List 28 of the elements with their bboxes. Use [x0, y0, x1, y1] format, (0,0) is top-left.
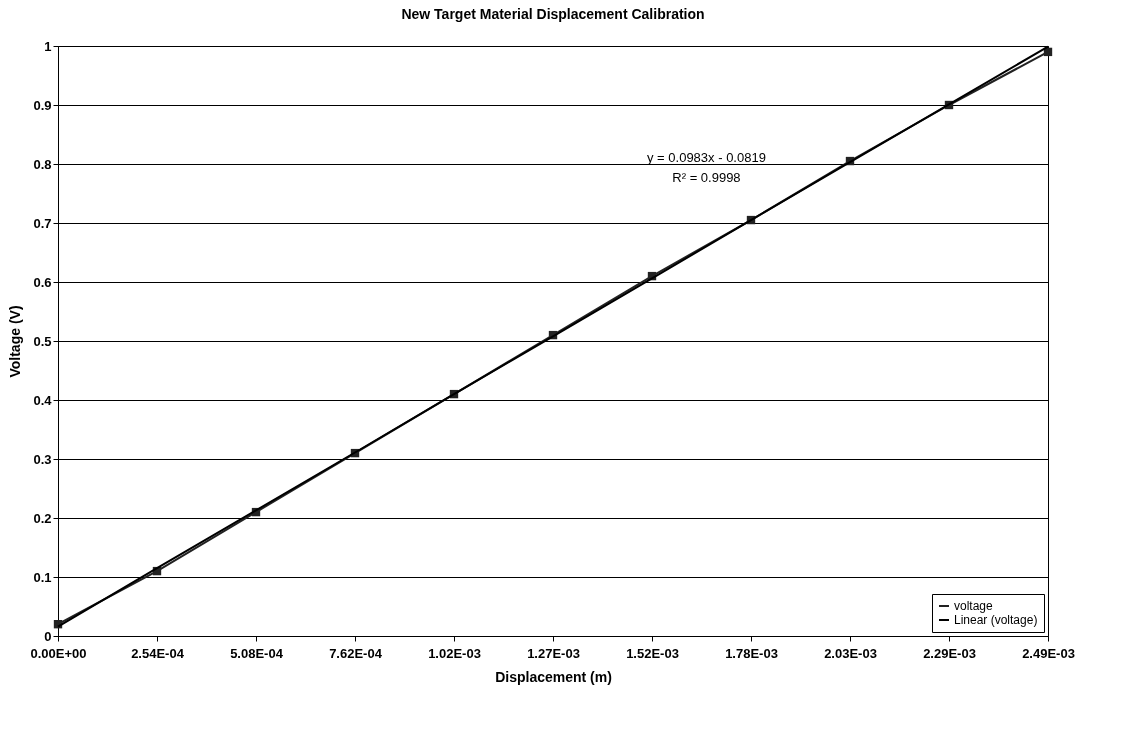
y-axis-title: Voltage (V): [7, 305, 24, 378]
x-tick-label: 2.03E-03: [824, 645, 877, 661]
x-axis-title: Displacement (m): [495, 668, 612, 685]
annotation: R² = 0.9998: [672, 170, 741, 186]
y-tick-label: 0.4: [33, 392, 53, 408]
y-tick-label: 0.3: [33, 451, 52, 467]
legend-label: voltage: [954, 599, 994, 613]
x-tick-label: 1.78E-03: [725, 645, 778, 661]
y-tick-label: 0.9: [33, 97, 52, 113]
chart-title: New Target Material Displacement Calibration: [401, 6, 705, 22]
y-tick-label: 0.1: [33, 569, 52, 585]
y-tick-label: 1: [44, 38, 52, 54]
legend-label: Linear (voltage): [954, 613, 1038, 627]
x-tick-label: 2.29E-03: [923, 645, 976, 661]
x-tick-label: 1.52E-03: [626, 645, 679, 661]
x-tick-label: 7.62E-04: [329, 645, 383, 661]
x-tick-label: 1.27E-03: [527, 645, 580, 661]
y-tick-label: 0.6: [33, 274, 52, 290]
x-tick-label: 2.49E-03: [1022, 645, 1075, 661]
y-tick-label: 0.5: [33, 333, 52, 349]
x-tick-label: 0.00E+00: [30, 645, 87, 661]
y-tick-label: 0.8: [33, 156, 52, 172]
y-tick-label: 0.2: [33, 510, 52, 526]
x-tick-label: 1.02E-03: [428, 645, 481, 661]
y-tick-label: 0.7: [33, 215, 52, 231]
x-tick-label: 2.54E-04: [131, 645, 185, 661]
x-tick-label: 5.08E-04: [230, 645, 284, 661]
y-tick-label: 0: [44, 628, 52, 644]
